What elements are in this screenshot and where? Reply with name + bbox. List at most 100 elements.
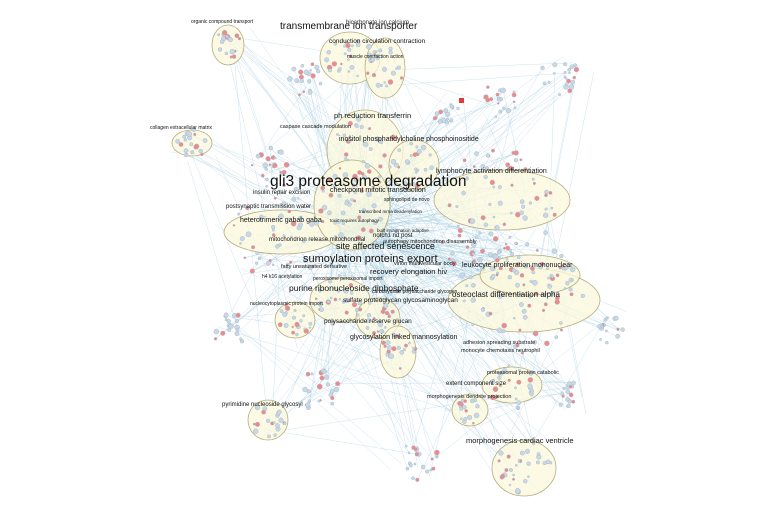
network-node [317, 301, 324, 307]
network-node [239, 236, 245, 242]
network-node [229, 55, 233, 59]
network-node [475, 236, 479, 240]
network-node [505, 162, 510, 167]
network-node [284, 305, 291, 311]
network-node [366, 71, 370, 75]
network-node [357, 301, 362, 306]
label-adhesion-spreading-substrate: adhesion spreading substrate [463, 340, 535, 346]
network-node [264, 167, 268, 171]
network-node [261, 173, 265, 178]
network-node [351, 183, 356, 188]
network-node [347, 70, 351, 73]
network-node [505, 107, 512, 114]
network-node [367, 169, 372, 174]
network-node [528, 201, 533, 205]
network-node [338, 298, 342, 301]
network-edge [218, 326, 460, 404]
network-node [541, 308, 546, 312]
network-node [303, 69, 310, 75]
network-node [511, 92, 517, 98]
node-layer [175, 30, 625, 495]
network-node [507, 364, 511, 368]
network-node [254, 261, 259, 265]
network-node [483, 94, 489, 100]
network-node [278, 213, 284, 220]
network-node [283, 162, 290, 168]
network-node [193, 132, 197, 136]
network-node [474, 151, 479, 156]
network-edge [368, 193, 529, 256]
network-node [322, 369, 327, 374]
network-node [350, 44, 354, 48]
label-insulin-repair-excision: insulin repair excision [253, 190, 310, 196]
network-node [506, 454, 511, 459]
network-node [198, 148, 203, 154]
network-node [480, 248, 485, 254]
network-node [461, 190, 466, 196]
network-edge [185, 139, 511, 385]
network-node [343, 288, 349, 294]
network-node [227, 323, 234, 330]
network-node [497, 294, 503, 300]
network-node [237, 36, 242, 41]
network-node [527, 377, 533, 383]
network-node [378, 180, 382, 184]
network-node [330, 401, 335, 406]
label-transmembrane-ion-transporter: transmembrane ion transporter [280, 21, 418, 32]
network-node [278, 417, 284, 423]
network-node [281, 169, 287, 175]
network-node [366, 313, 372, 318]
network-node [465, 176, 469, 180]
network-node [402, 180, 408, 186]
network-node [268, 163, 272, 167]
network-node [512, 477, 515, 481]
network-edge [498, 56, 564, 104]
network-node [235, 328, 240, 332]
network-node [251, 245, 256, 250]
network-edge [313, 227, 496, 383]
network-node [334, 235, 337, 238]
network-node [551, 275, 555, 279]
network-node [516, 406, 520, 410]
network-node [245, 206, 250, 211]
network-node [287, 209, 292, 214]
network-edge [324, 371, 452, 411]
network-node [307, 89, 313, 95]
network-node [299, 78, 305, 84]
network-node [404, 343, 408, 348]
network-node [473, 412, 480, 419]
network-node [543, 230, 548, 235]
network-node [383, 344, 387, 348]
network-node [361, 159, 366, 164]
network-node [308, 321, 313, 326]
network-node [461, 240, 464, 244]
label-pyrimidine-nucleoside: pyrimidine nucleoside glycosyl [222, 402, 303, 408]
network-node [502, 106, 506, 111]
network-node [335, 381, 341, 387]
network-node [488, 231, 494, 237]
network-node [268, 145, 273, 151]
network-edge [187, 161, 241, 340]
network-node [404, 159, 410, 165]
label-layer: organic compound transport bicarbonate i… [150, 19, 574, 445]
network-node [305, 371, 311, 377]
network-node [523, 479, 528, 484]
network-node [328, 192, 334, 198]
network-node [356, 313, 360, 317]
network-node [413, 462, 417, 466]
cluster-inositol-right [388, 139, 440, 191]
label-transcribed-mrna-deadenylation: transcribed mrna deadenylation [359, 209, 423, 214]
network-node [567, 67, 572, 72]
network-node [569, 292, 574, 297]
network-node [332, 184, 337, 189]
network-node [489, 394, 496, 401]
network-node [420, 464, 426, 470]
network-node [569, 266, 576, 273]
network-node [228, 37, 233, 42]
network-node [333, 386, 340, 393]
network-node [213, 328, 220, 335]
network-node [519, 158, 523, 162]
network-node [282, 234, 286, 238]
network-node [378, 164, 383, 169]
network-node [383, 81, 386, 84]
